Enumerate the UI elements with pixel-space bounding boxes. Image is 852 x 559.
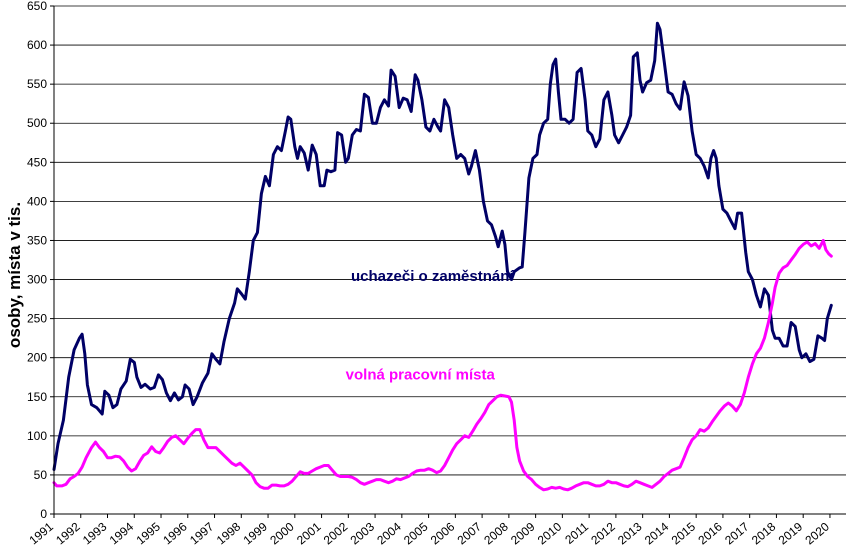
x-tick-label: 2015: [669, 519, 699, 547]
plot-area: [54, 6, 846, 514]
x-tick-label: 2002: [321, 519, 351, 547]
x-tick-label: 2008: [481, 519, 511, 547]
y-tick-label: 200: [27, 351, 47, 365]
x-tick-label: 1998: [214, 519, 244, 547]
series-labels: uchazeči o zaměstnání volná pracovní míst…: [346, 268, 515, 383]
y-tick-label: 150: [27, 390, 47, 404]
series-label-1: uchazeči o zaměstnání: [351, 268, 514, 285]
x-tick-label: 1996: [160, 519, 190, 547]
x-tick-label: 2011: [562, 519, 591, 547]
series-lines: [52, 21, 833, 492]
y-tick-label: 100: [27, 429, 47, 443]
y-axis-label: osoby, místa v tis.: [5, 202, 24, 348]
x-tick-label: 1993: [80, 519, 110, 547]
y-tick-label: 400: [27, 194, 47, 208]
y-tick-label: 650: [27, 0, 47, 13]
series-line-1: [52, 21, 833, 471]
x-tick-label: 2000: [267, 519, 297, 547]
x-tick-label: 1995: [134, 519, 164, 547]
series-line-2: [52, 239, 833, 492]
x-tick-label: 2016: [695, 519, 725, 547]
y-tick-label: 250: [27, 312, 47, 326]
x-tick-label: 2004: [374, 519, 404, 547]
series-label-2: volná pracovní místa: [346, 367, 496, 384]
x-tick-label: 2001: [294, 519, 324, 547]
x-tick-label: 2010: [535, 519, 565, 547]
x-tick-label: 2012: [588, 519, 618, 547]
x-tick-label: 2013: [615, 519, 645, 547]
y-tick-label: 50: [34, 468, 48, 482]
x-tick-label: 2009: [508, 519, 538, 547]
y-tick-label: 550: [27, 77, 47, 91]
x-tick-label: 2005: [401, 519, 431, 547]
y-tick-label: 450: [27, 155, 47, 169]
x-tick-label: 2017: [722, 519, 752, 547]
x-tick-label: 2003: [348, 519, 378, 547]
x-tick-label: 1991: [26, 519, 56, 547]
y-tick-label: 0: [40, 507, 47, 521]
x-tick-label: 1992: [53, 519, 83, 547]
x-tick-label: 1994: [107, 519, 137, 547]
x-tick-label: 2020: [802, 519, 832, 547]
x-tick-label: 2019: [776, 519, 806, 547]
x-tick-label: 2007: [455, 519, 485, 547]
y-tick-label: 500: [27, 116, 47, 130]
y-tick-label: 600: [27, 38, 47, 52]
x-tick-label: 2014: [642, 519, 672, 547]
x-tick-label: 1999: [241, 519, 271, 547]
y-tick-label: 350: [27, 233, 47, 247]
x-tick-label: 2018: [749, 519, 779, 547]
x-tick-label: 2006: [428, 519, 458, 547]
y-tick-label: 300: [27, 273, 47, 287]
x-tick-label: 1997: [187, 519, 217, 547]
